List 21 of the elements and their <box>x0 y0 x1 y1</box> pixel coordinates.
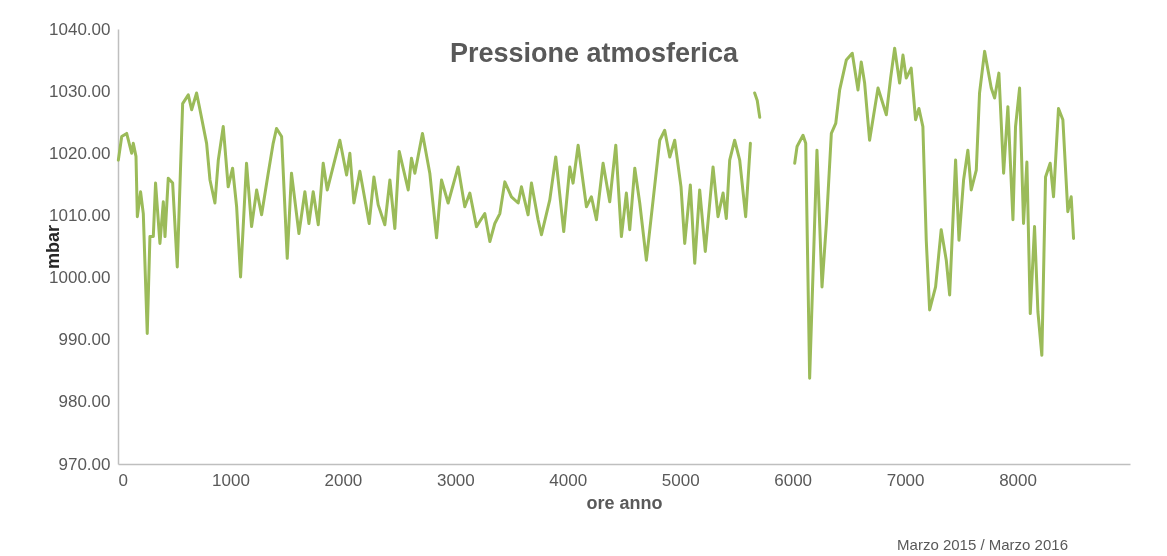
x-tick-label: 8000 <box>999 470 1037 490</box>
x-tick-label: 5000 <box>661 470 700 490</box>
x-tick-label: 6000 <box>774 470 813 490</box>
y-tick-label: 1030.00 <box>49 81 111 101</box>
chart-title: Pressione atmosferica <box>449 38 740 68</box>
y-tick-label: 980.00 <box>58 392 111 412</box>
y-tick-label: 970.00 <box>58 454 111 474</box>
x-tick-label: 3000 <box>436 470 475 490</box>
x-tick-label: 7000 <box>886 470 925 490</box>
x-tick-label: 0 <box>118 470 128 490</box>
x-tick-label: 2000 <box>324 470 363 490</box>
y-tick-label: 1010.00 <box>49 205 111 225</box>
x-tick-label: 4000 <box>549 470 588 490</box>
y-tick-label: 990.00 <box>58 330 111 350</box>
text: Marzo 2015 / Marzo 2016 <box>897 536 1068 553</box>
y-tick-label: 1020.00 <box>49 143 111 163</box>
x-tick-label: 1000 <box>212 470 250 490</box>
y-axis-title: mbar <box>43 224 64 270</box>
y-tick-label: 1040.00 <box>49 19 111 39</box>
y-tick-label: 1000.00 <box>49 268 111 288</box>
x-axis-title: ore anno <box>586 492 663 513</box>
